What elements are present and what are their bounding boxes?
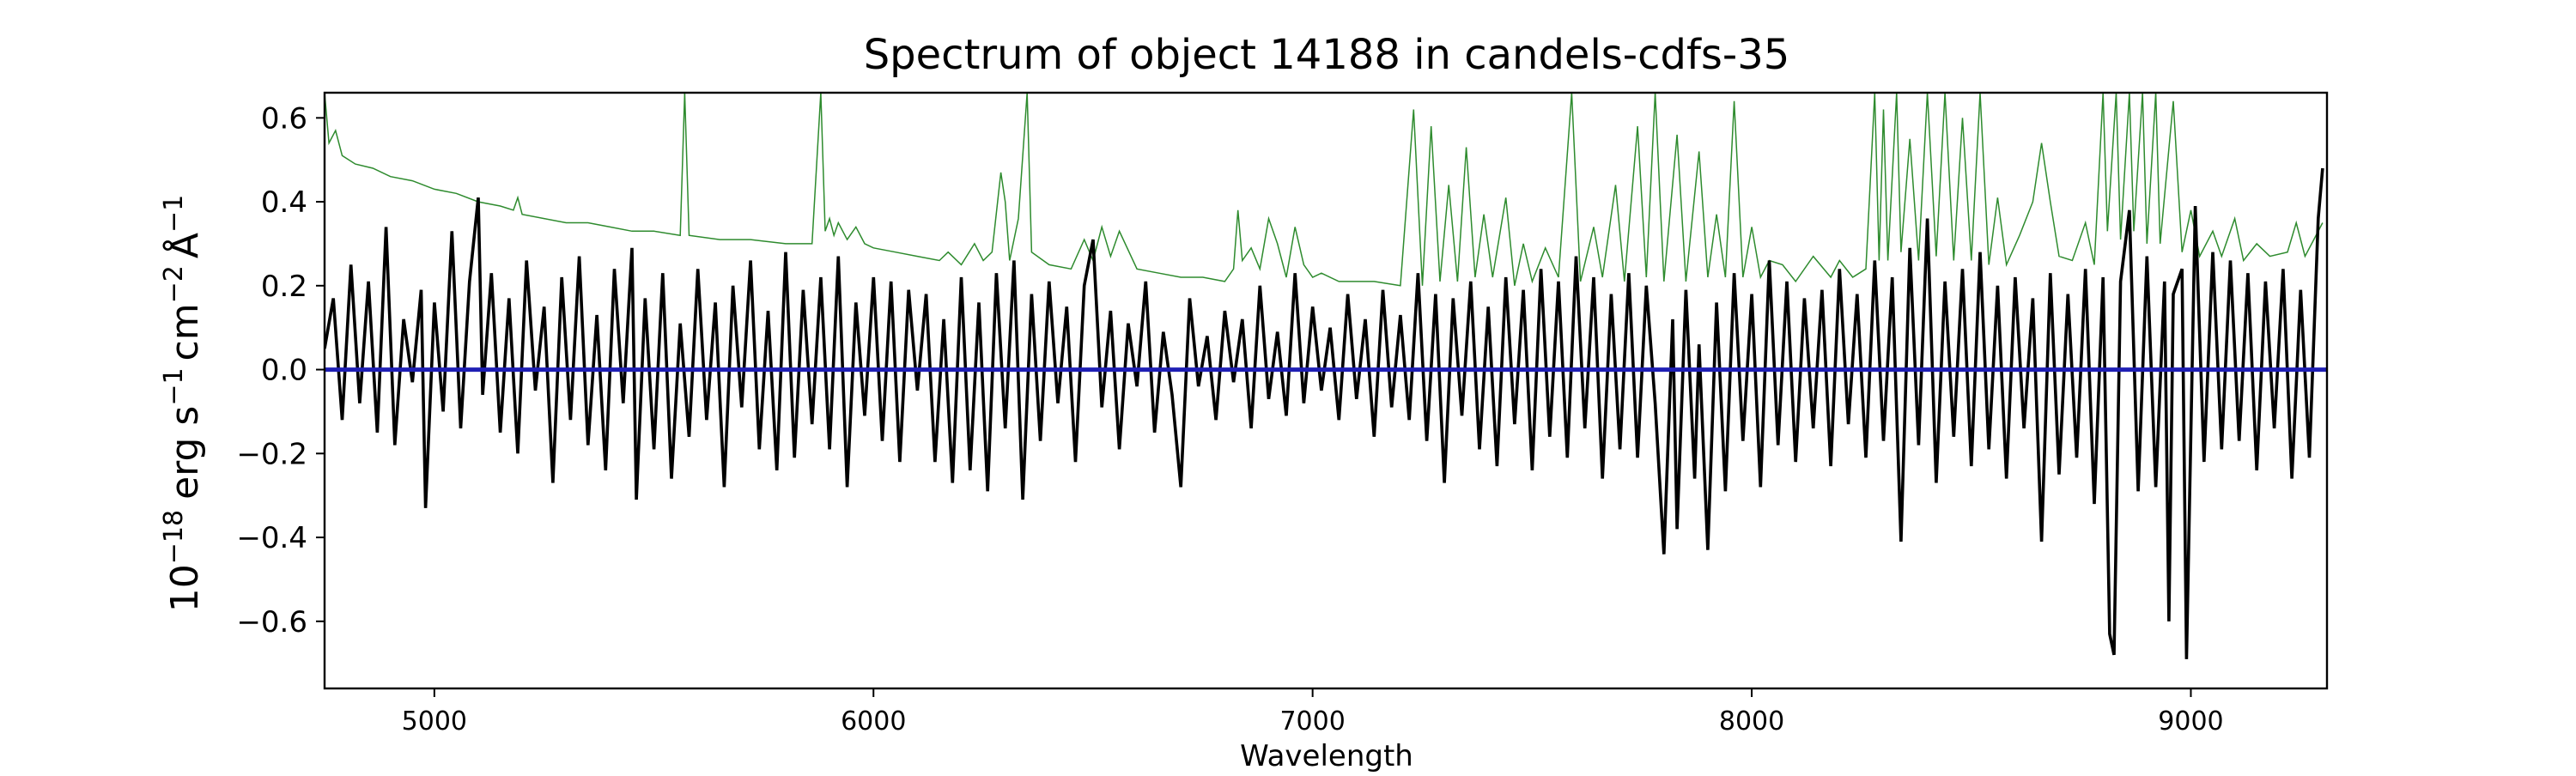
y-tick-label: 0.2 — [261, 270, 307, 304]
x-axis-label: Wavelength — [1240, 739, 1413, 773]
error-series-line — [325, 93, 2324, 287]
y-label-unit-erg: erg s — [163, 406, 207, 500]
x-tick-label: 8000 — [1719, 706, 1784, 737]
y-label-exp-cm: −2 — [159, 265, 189, 303]
y-label-exp-s: −1 — [159, 367, 189, 405]
y-label-unit-cm: cm — [163, 303, 207, 361]
y-tick-label: −0.6 — [236, 605, 307, 640]
x-tick-label: 5000 — [402, 706, 467, 737]
chart-title: Spectrum of object 14188 in candels-cdfs… — [864, 31, 1790, 79]
y-label-exp-scale: −18 — [159, 510, 189, 564]
series-group — [325, 93, 2327, 659]
y-tick-label: −0.4 — [236, 521, 307, 555]
plot-area: 5000 6000 7000 8000 9000 −0.6 −0.4 −0.2 0.0 0.2 0.… — [236, 91, 2329, 737]
y-tick-label: 0.6 — [261, 101, 307, 136]
y-tick-label: 0.0 — [261, 354, 307, 388]
x-tick-label: 9000 — [2158, 706, 2223, 737]
x-tick-label: 7000 — [1279, 706, 1345, 737]
y-label-base: 10 — [163, 564, 207, 612]
y-label-unit-ang: Å — [161, 233, 207, 258]
x-tick-label: 6000 — [841, 706, 906, 737]
y-tick-label: 0.4 — [261, 185, 307, 220]
plot-frame — [323, 91, 2329, 690]
y-label-exp-ang: −1 — [159, 195, 189, 233]
y-tick-label: −0.2 — [236, 437, 307, 471]
y-axis-label: 10−18erg s−1cm−2Å−1 — [159, 195, 207, 612]
flux-series-line — [325, 167, 2324, 659]
